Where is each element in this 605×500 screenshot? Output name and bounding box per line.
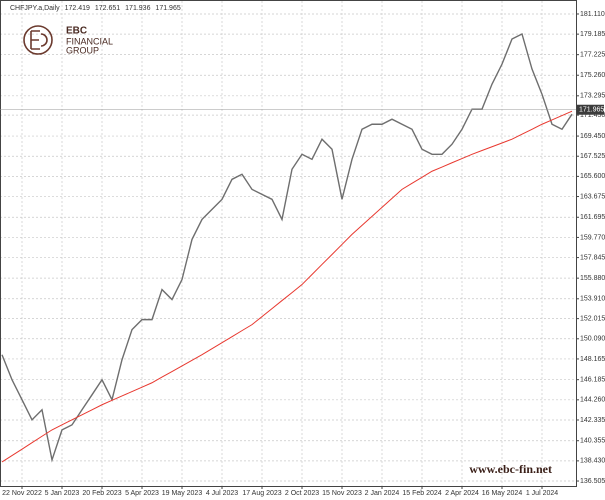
open: 172.419 <box>65 5 90 12</box>
y-tick-label: 138.430 <box>580 458 605 465</box>
y-tick-label: 171.450 <box>580 112 605 119</box>
grid <box>0 1 576 486</box>
logo-line: FINANCIAL <box>66 36 113 46</box>
x-tick-label: 20 Feb 2023 <box>82 490 121 497</box>
y-tick-label: 167.525 <box>580 153 605 160</box>
logo: EBC FINANCIAL GROUP <box>23 25 113 55</box>
x-tick-label: 4 Jul 2023 <box>206 490 238 497</box>
y-tick-label: 181.110 <box>580 11 605 18</box>
header: CHFJPY.a,Daily 172.419 172.651 171.936 1… <box>10 5 181 12</box>
y-tick-label: 144.260 <box>580 397 605 404</box>
y-tick-label: 163.675 <box>580 193 605 200</box>
y-tick-label: 169.450 <box>580 133 605 140</box>
y-tick-label: 177.225 <box>580 52 605 59</box>
x-tick-label: 19 May 2023 <box>162 490 203 497</box>
y-tick-label: 136.505 <box>580 478 605 485</box>
logo-glyph <box>30 30 48 50</box>
x-tick-label: 15 Nov 2023 <box>322 490 362 497</box>
x-tick-label: 15 Feb 2024 <box>402 490 441 497</box>
watermark: www.ebc-fin.net <box>469 462 552 476</box>
marks <box>0 32 576 463</box>
y-tick-label: 150.090 <box>580 336 605 343</box>
y-tick-label: 155.880 <box>580 275 605 282</box>
x-tick-label: 17 Aug 2023 <box>242 490 281 497</box>
low: 171.936 <box>125 5 150 12</box>
y-tick-label: 142.335 <box>580 417 605 424</box>
y-tick-label: 159.770 <box>580 234 605 241</box>
symbol: CHFJPY.a,Daily <box>10 5 60 12</box>
y-tick-label: 140.355 <box>580 438 605 445</box>
x-tick-label: 2 Oct 2023 <box>285 490 319 497</box>
y-tick-label: 175.260 <box>580 72 605 79</box>
x-tick-label: 1 Jul 2024 <box>526 490 558 497</box>
close: 171.965 <box>155 5 180 12</box>
y-tick-label: 179.185 <box>580 31 605 38</box>
x-tick-label: 5 Apr 2023 <box>125 490 159 497</box>
logo-emblem <box>23 25 53 55</box>
x-tick-label: 16 May 2024 <box>482 490 523 497</box>
x-tick-label: 5 Jan 2023 <box>45 490 80 497</box>
x-tick-label: 22 Nov 2022 <box>2 490 42 497</box>
y-tick-label: 173.295 <box>580 93 605 100</box>
y-tick-label: 148.165 <box>580 356 605 363</box>
high: 172.651 <box>95 5 120 12</box>
current-price-label: 171.965 <box>579 107 604 114</box>
y-tick-label: 152.015 <box>580 315 605 322</box>
y-tick-label: 157.845 <box>580 254 605 261</box>
moving-average <box>1 110 573 463</box>
current-price-tag <box>577 104 604 115</box>
y-tick-label: 161.695 <box>580 214 605 221</box>
y-tick-label: 146.185 <box>580 377 605 384</box>
logo-line: GROUP <box>66 45 99 55</box>
price-line <box>1 32 573 463</box>
y-tick-label: 165.600 <box>580 173 605 180</box>
x-tick-label: 2 Jan 2024 <box>365 490 400 497</box>
x-tick-label: 2 Apr 2024 <box>445 490 479 497</box>
logo-name: EBC <box>66 26 87 37</box>
y-tick-label: 153.910 <box>580 296 605 303</box>
plot-frame <box>0 0 577 487</box>
